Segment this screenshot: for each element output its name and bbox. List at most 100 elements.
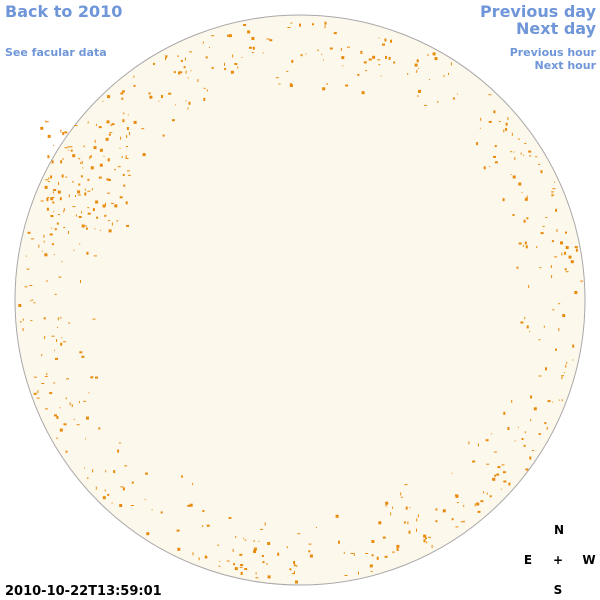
facular-point — [51, 335, 55, 337]
facular-point — [536, 246, 538, 249]
facular-point — [243, 537, 244, 539]
facular-point — [59, 428, 63, 432]
facular-point — [114, 204, 118, 208]
facular-point — [392, 506, 393, 509]
facular-point — [488, 120, 492, 123]
facular-point — [300, 54, 303, 57]
facular-point — [550, 265, 552, 269]
facular-point — [226, 560, 230, 562]
facular-point — [125, 201, 128, 205]
facular-point — [456, 93, 458, 95]
back-link[interactable]: Back to 2010 — [5, 2, 122, 21]
facular-point — [240, 564, 244, 566]
facular-point — [41, 250, 43, 252]
next-hour-link[interactable]: Next hour — [535, 59, 597, 72]
facular-point — [522, 244, 524, 247]
facular-point — [168, 92, 172, 95]
facular-point — [566, 361, 568, 364]
facular-point — [553, 181, 555, 183]
facular-point — [203, 87, 206, 89]
facular-point — [113, 470, 116, 474]
facular-point — [90, 155, 92, 158]
facular-point — [533, 407, 537, 411]
facular-point — [86, 251, 89, 255]
previous-hour-link[interactable]: Previous hour — [510, 46, 597, 59]
facular-point — [67, 146, 71, 148]
facular-point — [396, 544, 400, 548]
facular-point — [126, 146, 128, 147]
facular-point — [87, 207, 90, 209]
facular-point — [58, 181, 59, 185]
facular-point — [184, 57, 186, 61]
facular-point — [371, 554, 374, 557]
facular-point — [293, 561, 296, 564]
facular-point — [335, 514, 339, 518]
facular-point — [142, 153, 146, 157]
facular-point — [122, 487, 125, 491]
facular-point — [262, 52, 264, 54]
facular-point — [393, 61, 396, 64]
facular-point — [565, 231, 567, 234]
facular-point — [61, 337, 63, 339]
facular-point — [305, 53, 307, 55]
facular-point — [125, 158, 129, 159]
facular-point — [121, 97, 124, 100]
facular-point — [46, 280, 49, 282]
facular-point — [53, 144, 54, 146]
facular-point — [110, 124, 113, 126]
facular-point — [358, 571, 359, 575]
facular-point — [95, 123, 97, 126]
facular-point — [497, 466, 501, 469]
facular-point — [502, 471, 506, 474]
facular-point — [505, 122, 508, 126]
facular-point — [247, 30, 251, 34]
facular-point — [378, 521, 382, 525]
facular-point — [526, 217, 529, 220]
facular-point — [546, 426, 548, 430]
facular-point — [151, 509, 153, 511]
facular-point — [49, 233, 53, 236]
facular-point — [24, 286, 28, 288]
facular-point — [198, 557, 200, 561]
facular-point — [253, 550, 257, 553]
compass-west: W — [582, 553, 595, 567]
facular-point — [315, 527, 317, 528]
facular-point — [63, 210, 65, 213]
facular-point — [107, 95, 111, 99]
facular-link[interactable]: See facular data — [5, 46, 107, 59]
facular-point — [526, 325, 529, 329]
facular-point — [427, 536, 431, 538]
facular-point — [76, 424, 80, 426]
facular-point — [552, 188, 556, 190]
facular-point — [278, 83, 281, 85]
facular-point — [426, 541, 428, 544]
facular-point — [205, 56, 208, 59]
facular-point — [258, 540, 260, 542]
facular-point — [448, 72, 449, 75]
facular-point — [60, 160, 63, 164]
facular-point — [264, 522, 266, 526]
facular-point — [385, 55, 387, 59]
facular-point — [87, 212, 91, 215]
facular-point — [520, 152, 522, 155]
facular-point — [409, 507, 411, 509]
previous-day-link[interactable]: Previous day — [480, 2, 597, 21]
facular-point — [343, 551, 345, 554]
facular-point — [565, 246, 569, 249]
facular-point — [510, 174, 512, 175]
facular-point — [405, 506, 408, 510]
facular-point — [149, 95, 153, 99]
facular-point — [121, 156, 123, 158]
facular-point — [62, 158, 65, 160]
facular-point — [119, 196, 123, 199]
facular-point — [72, 206, 76, 208]
facular-point — [54, 349, 55, 351]
facular-point — [555, 348, 557, 351]
facular-point — [290, 22, 293, 24]
facular-point — [93, 255, 97, 257]
facular-point — [502, 198, 505, 202]
facular-point — [161, 95, 163, 98]
facular-point — [53, 211, 55, 213]
facular-point — [418, 89, 421, 93]
next-day-link[interactable]: Next day — [516, 19, 597, 38]
